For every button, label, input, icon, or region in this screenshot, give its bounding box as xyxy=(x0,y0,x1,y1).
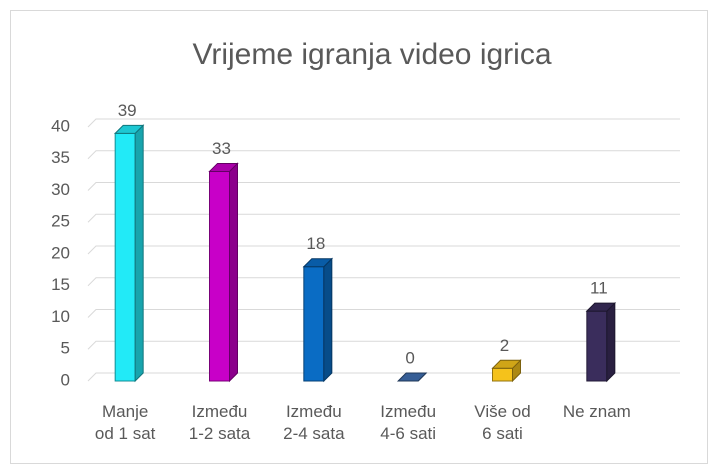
bar-top xyxy=(491,359,522,369)
grid-line xyxy=(87,182,680,191)
bar-top xyxy=(396,372,428,382)
y-tick-label: 20 xyxy=(51,243,70,262)
y-tick-label: 25 xyxy=(51,212,70,231)
bar-side xyxy=(323,257,333,383)
bar-side xyxy=(229,162,238,383)
bar-top xyxy=(302,258,334,268)
grid-line xyxy=(87,245,680,255)
bar-top xyxy=(113,124,145,134)
data-label: 39 xyxy=(118,101,137,120)
bar-top xyxy=(585,302,617,312)
y-tick-label: 35 xyxy=(51,148,70,167)
grid-line xyxy=(87,372,680,382)
x-tick-label: Više od 6 sati xyxy=(474,402,531,443)
data-label: 33 xyxy=(212,139,231,158)
x-tick-label: Ne znam xyxy=(562,402,631,421)
bar-front xyxy=(492,367,513,382)
grid-line xyxy=(87,277,680,287)
x-tick-label: Između 2-4 sata xyxy=(283,402,345,443)
y-tick-label: 0 xyxy=(61,370,70,389)
bar-front xyxy=(114,132,136,382)
y-tick-label: 40 xyxy=(51,116,70,135)
bar-side xyxy=(134,124,144,383)
y-tick-label: 30 xyxy=(51,180,70,199)
x-tick-label: Manje od 1 sat xyxy=(94,402,156,443)
bar-top xyxy=(208,162,239,172)
grid-line xyxy=(87,213,680,223)
data-label: 0 xyxy=(405,348,414,367)
y-tick-label: 10 xyxy=(51,307,70,326)
y-tick-label: 5 xyxy=(61,339,70,358)
grid-line xyxy=(87,340,680,350)
bar-front xyxy=(303,266,325,382)
data-label: 11 xyxy=(590,279,608,298)
y-tick-label: 15 xyxy=(51,275,70,294)
x-tick-label: Između 1-2 sata xyxy=(188,402,251,443)
chart-title: Vrijeme igranja video igrica xyxy=(192,38,551,71)
grid-line xyxy=(87,150,680,160)
bar-front xyxy=(586,310,608,382)
grid-line xyxy=(87,309,680,318)
bar-side xyxy=(606,301,616,383)
bar-front xyxy=(209,170,230,382)
data-label: 18 xyxy=(306,234,325,253)
x-tick-label: Između 4-6 sati xyxy=(380,402,437,443)
grid-line xyxy=(87,118,680,128)
data-label: 2 xyxy=(500,336,509,355)
